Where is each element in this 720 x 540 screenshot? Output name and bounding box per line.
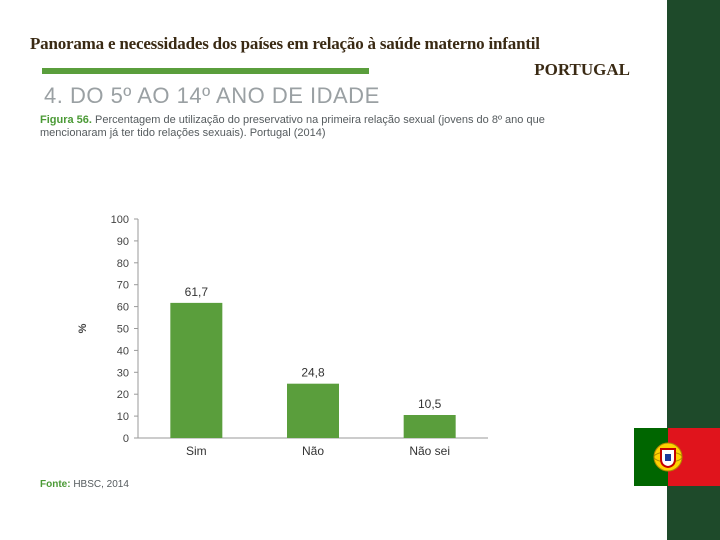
- bar-value-label: 61,7: [185, 285, 209, 299]
- page-title: Panorama e necessidades dos países em re…: [30, 34, 540, 53]
- portugal-flag: [634, 428, 720, 486]
- y-tick-label: 30: [117, 367, 129, 379]
- y-tick-label: 20: [117, 389, 129, 401]
- title-underline: [42, 68, 369, 74]
- section-heading: 4. DO 5º AO 14º ANO DE IDADE: [44, 83, 380, 104]
- y-tick-label: 80: [117, 258, 129, 270]
- y-tick-label: 50: [117, 324, 129, 336]
- y-tick-label: 10: [117, 411, 129, 423]
- bar-value-label: 24,8: [301, 366, 325, 380]
- figure-label: Figura 56.: [40, 114, 92, 126]
- y-tick-label: 90: [117, 236, 129, 248]
- page-subtitle: PORTUGAL: [534, 60, 630, 79]
- y-tick-label: 60: [117, 302, 129, 314]
- bar-chart: 0 10 20 30 40 50 60 70 80 90 100% 61,7 Sim 24,8 Não 10,…: [77, 214, 488, 458]
- bar-value-label: 10,5: [418, 397, 442, 411]
- x-category-label: Não: [302, 444, 324, 458]
- figure-source: Fonte: HBSC, 2014: [40, 479, 129, 490]
- source-label: Fonte:: [40, 479, 71, 490]
- bar-3: [403, 415, 456, 438]
- figure-caption-text: Percentagem de utilização do preservativ…: [40, 114, 545, 139]
- bar-1: [170, 302, 223, 438]
- y-axis-label: %: [77, 323, 89, 333]
- x-category-label: Sim: [186, 444, 207, 458]
- y-tick-label: 70: [117, 280, 129, 292]
- source-text: HBSC, 2014: [73, 479, 129, 490]
- x-category-label: Não sei: [409, 444, 450, 458]
- y-tick-label: 0: [123, 433, 129, 445]
- bar-2: [287, 383, 339, 438]
- figure-caption: Figura 56. Percentagem de utilização do …: [40, 114, 610, 140]
- y-tick-label: 100: [111, 214, 129, 226]
- figure-panel: Figura 56. Percentagem de utilização do …: [33, 106, 621, 514]
- y-tick-label: 40: [117, 345, 129, 357]
